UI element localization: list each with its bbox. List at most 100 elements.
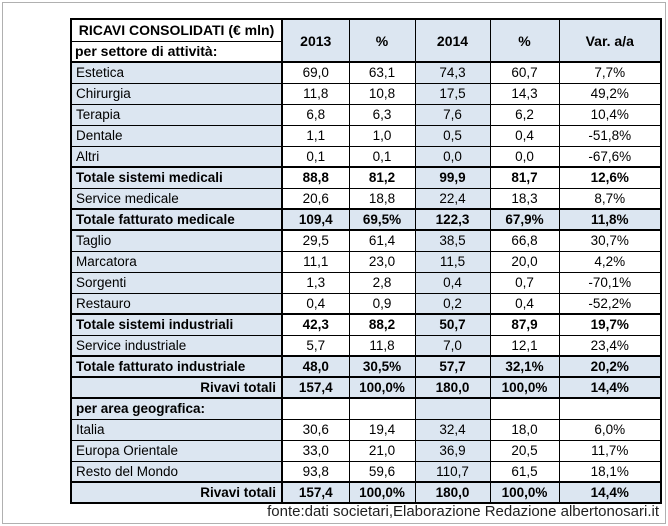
cell-pct2014: 20,5 [489, 439, 560, 462]
table-row: Service industriale 5,7 11,8 7,0 12,1 23,4% [70, 334, 662, 357]
cell-var-aa: -52,2% [558, 292, 662, 315]
row-label: Chirurgia [70, 82, 283, 105]
table-row: Totale sistemi medicali 88,8 81,2 99,9 81,7 1… [70, 166, 662, 189]
table-subtitle: per settore di attività: [70, 40, 283, 63]
row-label: Marcatora [70, 250, 283, 273]
row-label: Estetica [70, 61, 283, 84]
cell-y2013: 42,3 [281, 313, 350, 336]
table-row: Service medicale 20,6 18,8 22,4 18,3 8,7% [70, 187, 662, 210]
table-row: Sorgenti 1,3 2,8 0,4 0,7 -70,1% [70, 271, 662, 294]
cell-pct2014: 61,5 [489, 460, 560, 483]
table-row: Estetica 69,0 63,1 74,3 60,7 7,7% [70, 61, 662, 84]
cell-pct2014: 32,1% [489, 355, 560, 378]
row-label: Totale sistemi medicali [70, 166, 283, 189]
cell-pct2014: 100,0% [489, 481, 560, 504]
cell-y2014: 122,3 [414, 208, 491, 231]
cell-pct2014: 0,7 [489, 271, 560, 294]
cell-var-aa: 49,2% [558, 82, 662, 105]
table-body: Estetica 69,0 63,1 74,3 60,7 7,7% Chirurgia 11,… [70, 61, 662, 504]
cell-y2013: 1,1 [281, 124, 350, 147]
cell-pct2014: 100,0% [489, 376, 560, 399]
cell-pct2013: 88,2 [348, 313, 416, 336]
cell-y2014: 32,4 [414, 418, 491, 441]
cell-y2014: 110,7 [414, 460, 491, 483]
cell-var-aa: 8,7% [558, 187, 662, 210]
row-label: Totale sistemi industriali [70, 313, 283, 336]
cell-y2014: 7,6 [414, 103, 491, 126]
cell-pct2013: 59,6 [348, 460, 416, 483]
cell-pct2013: 100,0% [348, 481, 416, 504]
cell-y2014 [414, 397, 491, 420]
cell-pct2013: 0,1 [348, 145, 416, 168]
cell-y2014: 11,5 [414, 250, 491, 273]
cell-var-aa: 4,2% [558, 250, 662, 273]
cell-pct2013: 21,0 [348, 439, 416, 462]
cell-pct2013: 19,4 [348, 418, 416, 441]
cell-pct2013: 100,0% [348, 376, 416, 399]
table-title: RICAVI CONSOLIDATI (€ mln) [70, 18, 283, 42]
cell-y2013: 109,4 [281, 208, 350, 231]
column-header-2013: 2013 [281, 18, 350, 63]
cell-pct2013 [348, 397, 416, 420]
cell-y2013: 20,6 [281, 187, 350, 210]
cell-y2013: 30,6 [281, 418, 350, 441]
cell-pct2014: 81,7 [489, 166, 560, 189]
cell-var-aa: 6,0% [558, 418, 662, 441]
cell-pct2013: 10,8 [348, 82, 416, 105]
cell-pct2014: 14,3 [489, 82, 560, 105]
cell-y2014: 180,0 [414, 481, 491, 504]
column-header-pct-2014: % [489, 18, 560, 63]
row-label: Service medicale [70, 187, 283, 210]
table-row: per area geografica: [70, 397, 662, 420]
table-row: Italia 30,6 19,4 32,4 18,0 6,0% [70, 418, 662, 441]
cell-pct2014: 60,7 [489, 61, 560, 84]
cell-pct2013: 2,8 [348, 271, 416, 294]
cell-var-aa: -51,8% [558, 124, 662, 147]
cell-var-aa: 30,7% [558, 229, 662, 252]
cell-pct2014: 12,1 [489, 334, 560, 357]
row-label: Totale fatturato industriale [70, 355, 283, 378]
cell-var-aa: 7,7% [558, 61, 662, 84]
cell-y2014: 38,5 [414, 229, 491, 252]
cell-pct2013: 30,5% [348, 355, 416, 378]
cell-y2013: 1,3 [281, 271, 350, 294]
cell-y2014: 180,0 [414, 376, 491, 399]
cell-y2013: 0,1 [281, 145, 350, 168]
cell-y2013: 69,0 [281, 61, 350, 84]
cell-pct2014 [489, 397, 560, 420]
table-row: Resto del Mondo 93,8 59,6 110,7 61,5 18,1% [70, 460, 662, 483]
cell-var-aa: 23,4% [558, 334, 662, 357]
cell-y2014: 0,0 [414, 145, 491, 168]
cell-var-aa [558, 397, 662, 420]
cell-pct2014: 18,0 [489, 418, 560, 441]
cell-pct2013: 23,0 [348, 250, 416, 273]
cell-y2014: 22,4 [414, 187, 491, 210]
cell-y2014: 99,9 [414, 166, 491, 189]
column-header-2014: 2014 [414, 18, 491, 63]
cell-pct2013: 6,3 [348, 103, 416, 126]
row-label: Service industriale [70, 334, 283, 357]
cell-y2013: 33,0 [281, 439, 350, 462]
column-header-pct-2013: % [348, 18, 416, 63]
cell-y2013: 29,5 [281, 229, 350, 252]
cell-y2013 [281, 397, 350, 420]
cell-y2014: 7,0 [414, 334, 491, 357]
cell-pct2014: 0,4 [489, 124, 560, 147]
table-row: Europa Orientale 33,0 21,0 36,9 20,5 11,7% [70, 439, 662, 462]
cell-pct2014: 66,8 [489, 229, 560, 252]
cell-y2014: 50,7 [414, 313, 491, 336]
cell-y2013: 11,8 [281, 82, 350, 105]
source-note: fonte:dati societari,Elaborazione Redazi… [267, 503, 659, 520]
row-label: Taglio [70, 229, 283, 252]
table-row: Terapia 6,8 6,3 7,6 6,2 10,4% [70, 103, 662, 126]
cell-y2013: 157,4 [281, 481, 350, 504]
cell-var-aa: 10,4% [558, 103, 662, 126]
cell-var-aa: 12,6% [558, 166, 662, 189]
table-row: Chirurgia 11,8 10,8 17,5 14,3 49,2% [70, 82, 662, 105]
row-label: Dentale [70, 124, 283, 147]
table-header: RICAVI CONSOLIDATI (€ mln) 2013 % 2014 %… [70, 18, 662, 63]
cell-pct2014: 6,2 [489, 103, 560, 126]
consolidated-revenue-table: RICAVI CONSOLIDATI (€ mln) 2013 % 2014 %… [70, 18, 662, 504]
cell-var-aa: 19,7% [558, 313, 662, 336]
cell-pct2014: 0,0 [489, 145, 560, 168]
